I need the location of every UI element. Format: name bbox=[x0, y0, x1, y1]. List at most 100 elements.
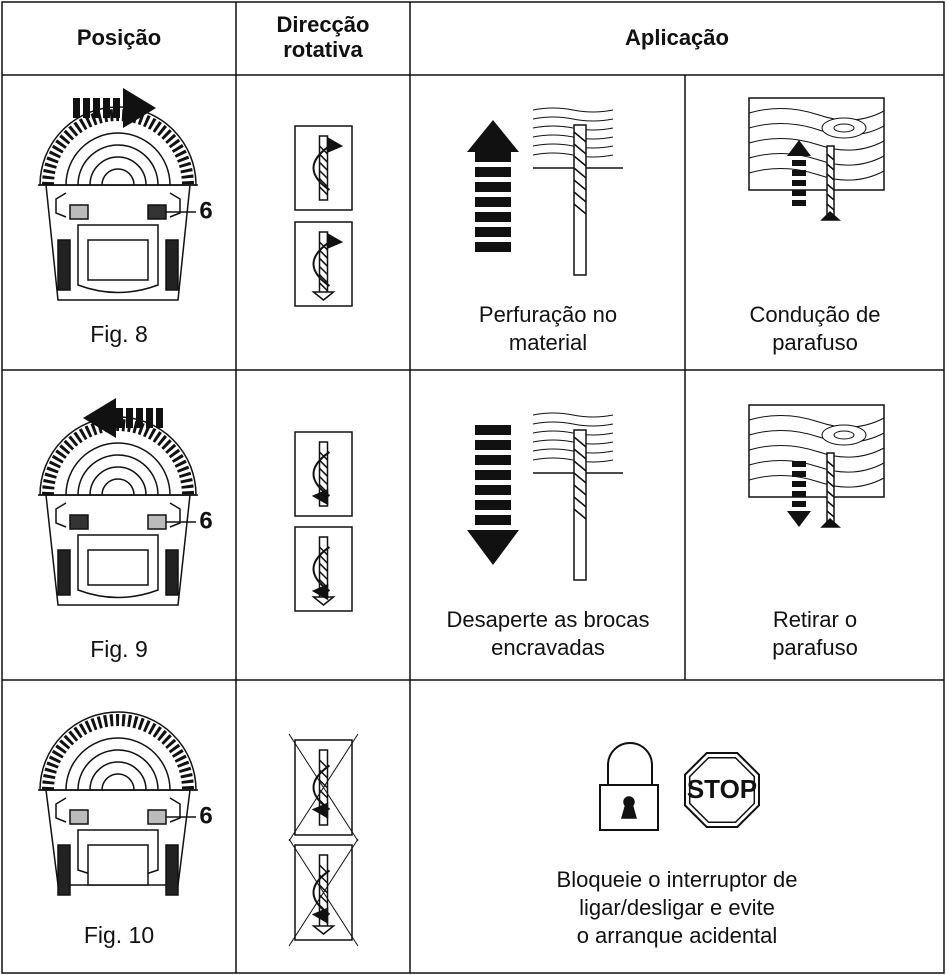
application-text: Perfuração no bbox=[479, 302, 617, 327]
illustration-part bbox=[826, 500, 835, 508]
illustration-part bbox=[87, 239, 149, 281]
illustration-part bbox=[116, 408, 123, 428]
illustration-part bbox=[89, 761, 147, 791]
illustration-part bbox=[77, 144, 159, 186]
illustration-part bbox=[792, 501, 806, 507]
illustration-part bbox=[318, 759, 329, 769]
illustration-part bbox=[820, 517, 841, 528]
illustration-part bbox=[475, 515, 511, 525]
callout-label: 6 bbox=[199, 507, 212, 534]
illustration-part bbox=[826, 203, 835, 211]
figure-label: Fig. 8 bbox=[90, 321, 148, 347]
illustration-part bbox=[826, 163, 835, 171]
illustration-part bbox=[573, 508, 587, 520]
illustration-part bbox=[573, 448, 587, 460]
illustration-part bbox=[573, 191, 587, 203]
illustration-part bbox=[126, 408, 133, 428]
application-text: material bbox=[509, 330, 587, 355]
illustration-part bbox=[532, 116, 614, 122]
illustration-part bbox=[532, 448, 614, 454]
illustration-part bbox=[113, 98, 120, 118]
illustration-part bbox=[475, 227, 511, 237]
application-text: encravadas bbox=[491, 635, 605, 660]
illustration-part bbox=[318, 864, 329, 874]
illustration-part bbox=[826, 153, 835, 161]
illustration-part bbox=[475, 167, 511, 177]
illustration-part bbox=[532, 457, 614, 463]
callout-label: 6 bbox=[199, 197, 212, 224]
illustration-part bbox=[748, 414, 885, 428]
illustration-part bbox=[57, 549, 71, 596]
illustration-part bbox=[318, 274, 329, 284]
illustration-part bbox=[318, 570, 329, 581]
illustration-part bbox=[532, 421, 614, 427]
application-text: Bloqueie o interruptor de bbox=[557, 867, 798, 892]
header-direction: Direcção bbox=[277, 12, 370, 37]
illustration-part bbox=[93, 98, 100, 118]
illustration-part bbox=[833, 430, 855, 440]
illustration-part bbox=[65, 737, 171, 791]
illustration-part bbox=[748, 167, 885, 181]
illustration-part bbox=[826, 480, 835, 488]
illustration-part bbox=[318, 249, 329, 259]
illustration-part bbox=[169, 797, 181, 823]
illustration-part bbox=[792, 491, 806, 497]
illustration-part bbox=[147, 514, 167, 530]
header-position: Posição bbox=[77, 25, 161, 50]
illustration-part bbox=[532, 430, 614, 436]
figure-label: Fig. 10 bbox=[84, 922, 154, 948]
illustration-part bbox=[311, 291, 336, 301]
illustration-part bbox=[318, 467, 329, 477]
illustration-part bbox=[573, 460, 587, 472]
illustration-part bbox=[833, 123, 855, 133]
illustration-part bbox=[826, 490, 835, 498]
illustration-part bbox=[787, 140, 811, 156]
illustration-part bbox=[165, 239, 179, 291]
illustration-part bbox=[318, 779, 329, 789]
illustration-part bbox=[55, 192, 67, 218]
illustration-part bbox=[532, 125, 614, 131]
illustration-part bbox=[311, 925, 336, 935]
illustration-part bbox=[792, 170, 806, 176]
illustration-part bbox=[826, 470, 835, 478]
illustration-part bbox=[787, 511, 811, 527]
illustration-part bbox=[318, 186, 329, 196]
illustration-part bbox=[573, 496, 587, 508]
illustration-part bbox=[318, 884, 329, 894]
illustration-part bbox=[532, 143, 614, 149]
illustration-part bbox=[792, 461, 806, 467]
illustration-part bbox=[475, 152, 511, 162]
stop-sign bbox=[688, 756, 756, 824]
illustration-part bbox=[169, 502, 181, 528]
illustration-part bbox=[475, 500, 511, 510]
illustration-part bbox=[532, 134, 614, 140]
illustration-part bbox=[748, 137, 885, 151]
illustration-part bbox=[573, 472, 587, 484]
illustration-part bbox=[467, 530, 519, 565]
illustration-part bbox=[288, 733, 359, 842]
illustration-part bbox=[826, 193, 835, 201]
illustration-part bbox=[467, 120, 519, 152]
illustration-part bbox=[792, 471, 806, 477]
illustration-part bbox=[820, 210, 841, 221]
illustration-part bbox=[318, 441, 329, 507]
illustration-part bbox=[65, 132, 171, 186]
illustration-part bbox=[318, 282, 329, 292]
application-text: parafuso bbox=[772, 330, 858, 355]
illustration-part bbox=[101, 478, 135, 496]
lock-icon bbox=[607, 742, 653, 785]
stop-label: STOP bbox=[687, 774, 757, 804]
illustration-part bbox=[83, 98, 90, 118]
illustration-part bbox=[69, 204, 89, 220]
illustration-part bbox=[318, 459, 329, 469]
illustration-part bbox=[326, 232, 344, 250]
illustration-part bbox=[318, 178, 329, 188]
illustration-part bbox=[156, 408, 163, 428]
illustration-part bbox=[103, 98, 110, 118]
illustration-part bbox=[318, 475, 329, 486]
illustration-part bbox=[73, 98, 80, 118]
illustration-part bbox=[748, 152, 885, 166]
illustration-part bbox=[532, 412, 614, 418]
